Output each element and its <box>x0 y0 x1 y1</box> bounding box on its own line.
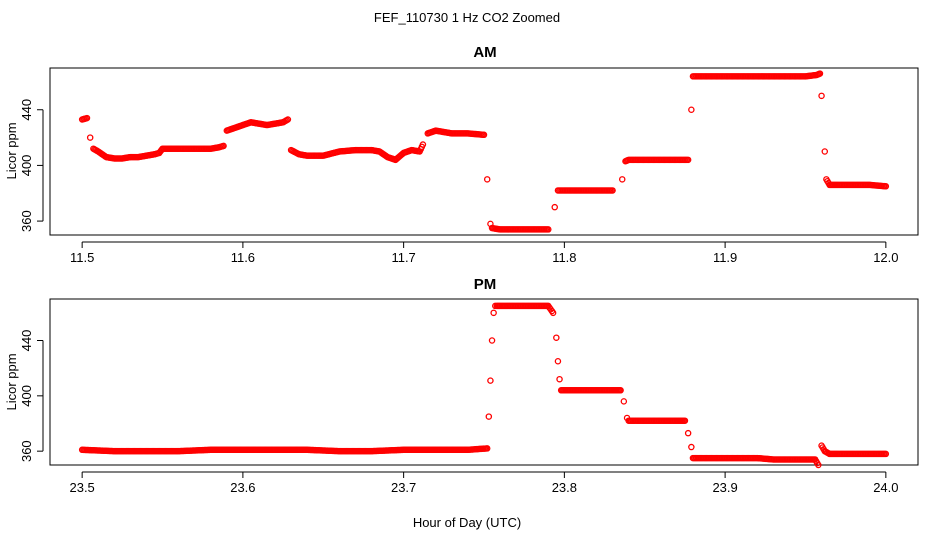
pm-y-axis: 360 400 440 <box>19 330 44 462</box>
data-point <box>684 429 692 437</box>
data-point <box>688 106 695 114</box>
am-x-axis: 11.5 11.6 11.7 11.8 11.9 12.0 <box>70 241 899 265</box>
figure-title: FEF_110730 1 Hz CO2 Zoomed <box>374 10 560 25</box>
data-point <box>490 309 497 317</box>
y-tick-label: 440 <box>19 99 34 121</box>
data-point <box>480 131 488 139</box>
data-point <box>551 203 558 211</box>
data-point <box>681 417 689 424</box>
y-tick-label: 400 <box>19 385 34 407</box>
x-tick-label: 23.7 <box>391 480 416 495</box>
data-point <box>617 387 624 394</box>
x-tick-label: 24.0 <box>873 480 898 495</box>
x-tick-label: 23.6 <box>230 480 255 495</box>
x-axis-label: Hour of Day (UTC) <box>413 515 521 530</box>
data-point <box>483 445 491 452</box>
x-tick-label: 23.5 <box>69 480 94 495</box>
x-tick-label: 12.0 <box>873 250 898 265</box>
x-tick-label: 11.6 <box>231 250 255 265</box>
y-tick-label: 360 <box>19 210 34 232</box>
am-y-axis: 360 400 440 <box>19 99 44 232</box>
data-point <box>419 141 427 148</box>
y-tick-label: 360 <box>19 440 34 462</box>
x-tick-label: 11.7 <box>391 250 415 265</box>
x-tick-label: 11.5 <box>70 250 94 265</box>
y-tick-label: 440 <box>19 330 34 352</box>
data-point <box>554 357 562 365</box>
pm-y-axis-label: Licor ppm <box>4 353 19 410</box>
data-point <box>815 461 822 469</box>
x-tick-label: 23.9 <box>712 480 737 495</box>
x-tick-label: 11.8 <box>552 250 576 265</box>
data-point <box>882 183 890 190</box>
data-point <box>545 226 552 233</box>
data-point <box>487 377 494 384</box>
pm-panel: PM 23.5 23.6 23.7 23.8 23.9 24.0 360 400 440 Li… <box>4 276 919 495</box>
data-point <box>549 309 557 317</box>
data-point <box>818 92 825 100</box>
data-point <box>816 70 824 77</box>
data-point <box>284 116 292 123</box>
pm-points <box>78 302 890 469</box>
am-y-axis-label: Licor ppm <box>4 122 19 179</box>
data-point <box>618 176 626 183</box>
data-point <box>620 398 628 405</box>
data-point <box>86 134 94 141</box>
x-tick-label: 23.8 <box>552 480 577 495</box>
pm-plot-frame <box>49 298 919 466</box>
pm-panel-title: PM <box>474 276 497 293</box>
data-point <box>488 337 496 344</box>
data-point <box>821 148 829 155</box>
data-point <box>553 334 560 341</box>
data-point <box>609 187 616 194</box>
data-point <box>83 114 91 122</box>
data-point <box>882 450 890 458</box>
data-point <box>483 176 491 183</box>
data-point <box>485 413 493 420</box>
pm-x-axis: 23.5 23.6 23.7 23.8 23.9 24.0 <box>69 471 899 495</box>
am-panel: AM 11.5 11.6 11.7 11.8 11.9 12.0 360 400 440 Li… <box>4 44 919 265</box>
data-point <box>220 142 227 150</box>
y-tick-label: 400 <box>19 155 34 177</box>
am-points <box>78 70 890 233</box>
data-point <box>684 156 692 164</box>
data-point <box>556 375 563 383</box>
x-tick-label: 11.9 <box>713 250 737 265</box>
am-panel-title: AM <box>473 44 496 61</box>
data-point <box>688 443 695 451</box>
am-plot-frame <box>49 67 919 236</box>
